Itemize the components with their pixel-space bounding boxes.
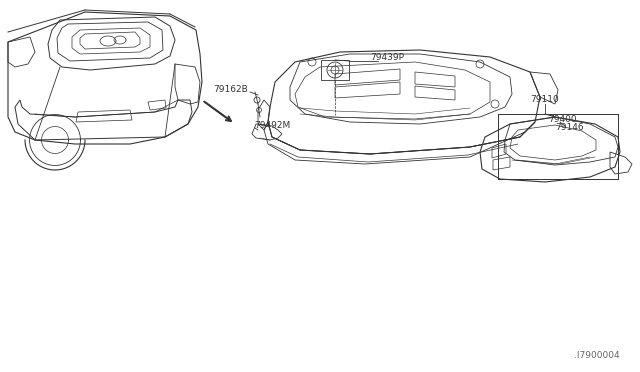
- Text: 79110: 79110: [530, 96, 559, 105]
- Text: 79400: 79400: [548, 115, 577, 125]
- Text: 79146: 79146: [555, 124, 584, 132]
- Text: 79492M: 79492M: [254, 121, 291, 129]
- Text: 79439P: 79439P: [370, 52, 404, 61]
- Text: .I7900004: .I7900004: [574, 351, 620, 360]
- Text: 79162B: 79162B: [213, 86, 248, 94]
